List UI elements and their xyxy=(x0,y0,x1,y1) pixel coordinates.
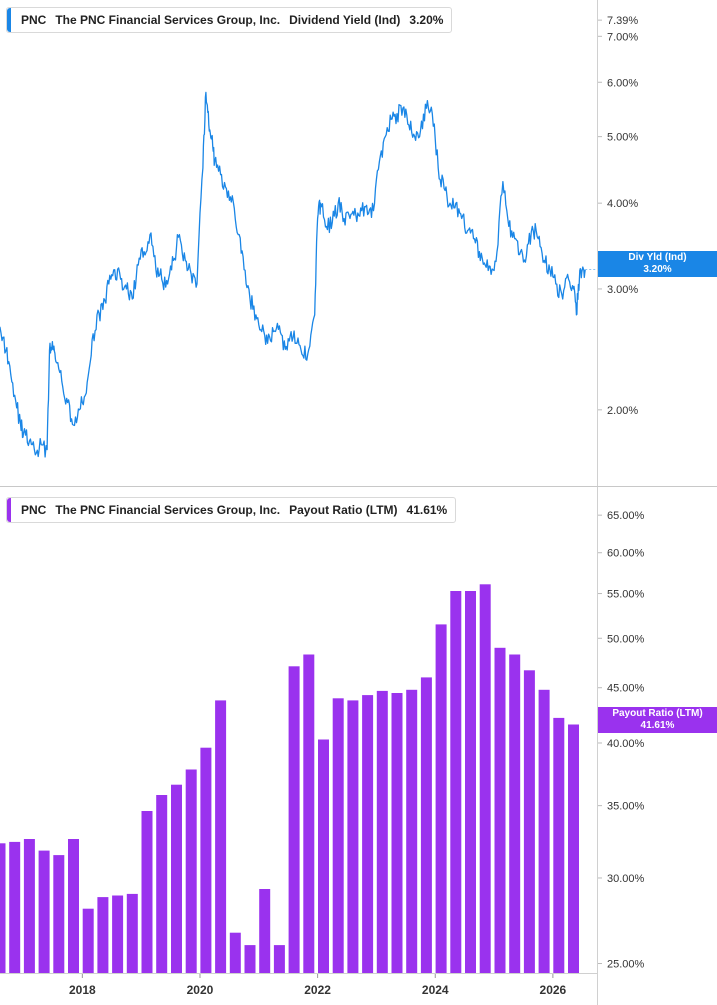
payout-ratio-bar xyxy=(229,932,241,973)
payout-ratio-bar xyxy=(38,850,50,973)
payout-ratio-bar xyxy=(391,693,403,973)
payout-ratio-bar xyxy=(126,893,138,973)
y-tick-label: 7.39% xyxy=(607,15,638,27)
payout-ratio-bar xyxy=(185,769,197,973)
dividend-yield-last-value-badge: Div Yld (Ind) 3.20% xyxy=(598,251,717,277)
y-tick-label: 25.00% xyxy=(607,959,645,971)
legend-ticker: PNC xyxy=(21,13,47,27)
x-tick-label: 2020 xyxy=(187,983,214,997)
y-tick-label: 35.00% xyxy=(607,801,645,813)
payout-ratio-bar xyxy=(347,700,359,973)
y-tick-label: 4.00% xyxy=(607,198,638,210)
y-tick-label: 3.00% xyxy=(607,284,638,296)
payout-ratio-last-value-badge: Payout Ratio (LTM) 41.61% xyxy=(598,707,717,733)
payout-ratio-bar xyxy=(244,945,256,973)
badge-label: Payout Ratio (LTM) xyxy=(612,708,703,719)
payout-ratio-bar xyxy=(259,889,271,973)
legend-value: 41.61% xyxy=(406,503,448,517)
payout-ratio-bar xyxy=(435,624,447,973)
payout-ratio-bar xyxy=(568,724,579,973)
payout-ratio-bar xyxy=(303,654,315,973)
y-tick-label: 40.00% xyxy=(607,738,645,750)
x-tick-label: 2024 xyxy=(422,983,449,997)
payout-ratio-bar xyxy=(362,695,374,973)
badge-value: 41.61% xyxy=(640,720,675,731)
y-tick-label: 6.00% xyxy=(607,77,638,89)
dividend-yield-line xyxy=(0,91,586,458)
dividend-yield-panel: 7.39% 7.00% 6.00% 5.00% 4.00% 3.00% 2.00% xyxy=(0,15,638,458)
legend-metric: Payout Ratio (LTM) xyxy=(289,503,398,517)
payout-ratio-bar xyxy=(479,584,491,973)
x-tick-label: 2022 xyxy=(304,983,331,997)
payout-ratio-bar xyxy=(215,700,227,973)
x-axis: 2018 2020 2022 2024 2026 xyxy=(69,973,567,997)
payout-ratio-bar xyxy=(82,908,94,973)
payout-ratio-panel: 65.00% 60.00% 55.00% 50.00% 45.00% 40.00% 35.0… xyxy=(0,510,645,973)
y-tick-label: 30.00% xyxy=(607,873,645,885)
payout-ratio-bar xyxy=(141,811,153,973)
legend-ticker: PNC xyxy=(21,503,47,517)
payout-ratio-bar xyxy=(465,591,476,973)
badge-label: Div Yld (Ind) xyxy=(628,252,687,263)
y-tick-label: 7.00% xyxy=(607,31,638,43)
payout-ratio-bar xyxy=(553,717,565,973)
payout-ratio-bar xyxy=(420,677,432,973)
x-tick-label: 2026 xyxy=(540,983,567,997)
y-tick-label: 50.00% xyxy=(607,633,645,645)
y-tick-label: 55.00% xyxy=(607,589,645,601)
legend-company: The PNC Financial Services Group, Inc. xyxy=(55,503,281,517)
y-tick-label: 5.00% xyxy=(607,132,638,144)
payout-ratio-bar xyxy=(112,895,124,973)
payout-ratio-bar xyxy=(273,945,285,973)
y-tick-label: 60.00% xyxy=(607,548,645,560)
payout-ratio-bar xyxy=(23,839,35,973)
y-tick-label: 45.00% xyxy=(607,683,645,695)
payout-ratio-bar xyxy=(523,670,535,973)
legend-company: The PNC Financial Services Group, Inc. xyxy=(55,13,281,27)
legend-metric: Dividend Yield (Ind) xyxy=(289,13,401,27)
payout-ratio-bar xyxy=(0,843,6,973)
legend-value: 3.20% xyxy=(409,13,444,27)
payout-ratio-bar xyxy=(200,747,212,973)
payout-ratio-bar xyxy=(9,841,21,973)
payout-ratio-bar xyxy=(509,654,521,973)
payout-ratio-bar xyxy=(171,784,182,973)
payout-ratio-bar xyxy=(68,839,79,973)
x-tick-label: 2018 xyxy=(69,983,96,997)
payout-ratio-legend: PNC The PNC Financial Services Group, In… xyxy=(6,497,457,523)
payout-ratio-bar xyxy=(376,690,388,973)
payout-ratio-bar xyxy=(156,795,168,973)
payout-ratio-bar xyxy=(288,666,300,973)
payout-ratio-bar xyxy=(97,897,109,973)
dividend-yield-legend-swatch xyxy=(7,8,11,32)
payout-ratio-legend-swatch xyxy=(7,498,11,522)
payout-ratio-bar xyxy=(318,739,329,973)
payout-ratio-bar xyxy=(53,855,65,973)
y-tick-label: 2.00% xyxy=(607,405,638,417)
payout-ratio-bar xyxy=(494,647,506,973)
payout-ratio-bar xyxy=(332,698,344,973)
payout-ratio-bar xyxy=(406,689,418,973)
badge-value: 3.20% xyxy=(643,264,672,275)
y-tick-label: 65.00% xyxy=(607,510,645,522)
dividend-yield-legend: PNC The PNC Financial Services Group, In… xyxy=(6,7,453,33)
payout-ratio-bar xyxy=(538,689,550,973)
payout-ratio-bar xyxy=(450,591,462,973)
